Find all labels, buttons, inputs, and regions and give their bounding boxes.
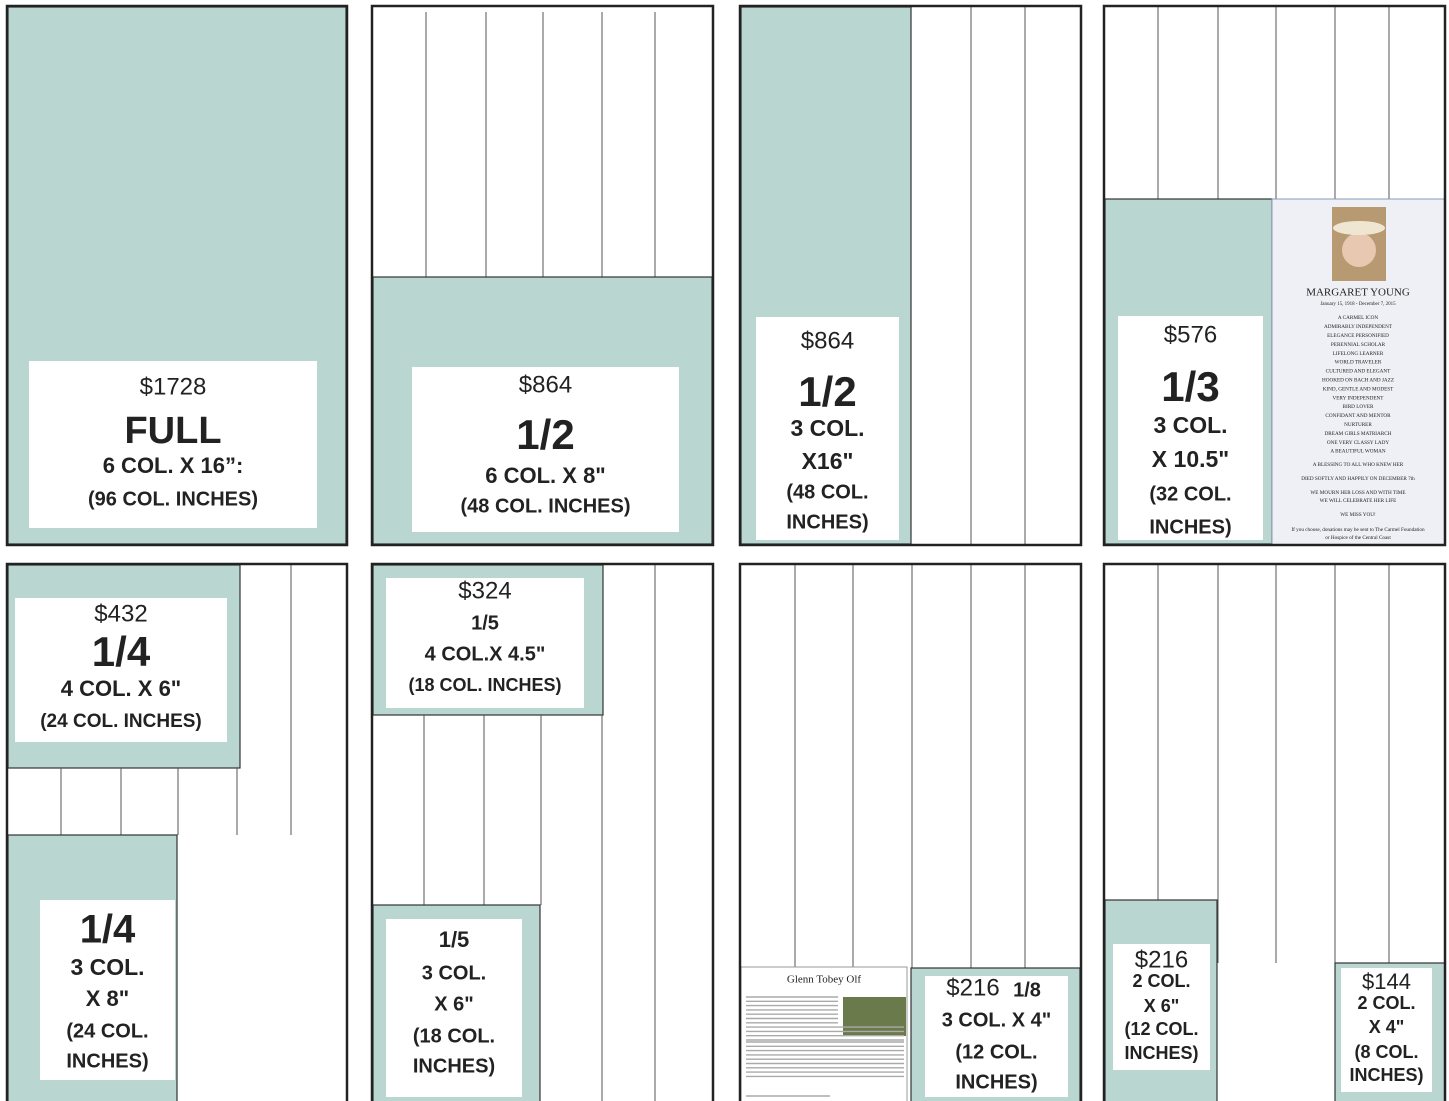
price-label: $864 bbox=[519, 371, 572, 398]
obituary-tribute: CULTURED AND ELEGANT bbox=[1326, 369, 1391, 375]
size-label: 4 COL. X 6" bbox=[61, 676, 181, 701]
size-label: X 10.5" bbox=[1152, 446, 1229, 472]
obituary-tribute: LIFELONG LEARNER bbox=[1333, 351, 1384, 357]
obituary-tribute: A BEAUTIFUL WOMAN bbox=[1330, 449, 1386, 455]
size-label: (32 COL. bbox=[1149, 483, 1231, 505]
size-label: 1/4 bbox=[92, 628, 151, 675]
size-label: (48 COL. bbox=[786, 481, 868, 503]
size-label: X 4" bbox=[1369, 1017, 1405, 1037]
size-label: (12 COL. bbox=[1124, 1019, 1198, 1039]
size-label: INCHES) bbox=[413, 1055, 495, 1077]
obituary-closing: If you choose, donations may be sent to … bbox=[1291, 526, 1425, 533]
size-label: INCHES) bbox=[1149, 516, 1231, 538]
obituary-dates: January 15, 1918 - December 7, 2015 bbox=[1320, 302, 1396, 307]
obituary-tribute: CONFIDANT AND MENTOR bbox=[1325, 413, 1391, 419]
obituary-tribute: ADMIRABLY INDEPENDENT bbox=[1324, 324, 1393, 330]
size-label: 3 COL. bbox=[422, 962, 486, 984]
obituary-photo-hat bbox=[1333, 221, 1385, 235]
size-label: INCHES) bbox=[1124, 1043, 1198, 1063]
size-label: 1/3 bbox=[1161, 363, 1219, 410]
obituary-closing: WE WILL CELEBRATE HER LIFE bbox=[1320, 498, 1397, 504]
size-label: (12 COL. bbox=[955, 1041, 1037, 1063]
price-label: $216 bbox=[946, 974, 999, 1001]
obituary-name: MARGARET YOUNG bbox=[1306, 287, 1410, 299]
obituary-photo-face bbox=[1342, 233, 1376, 267]
size-label: (18 COL. INCHES) bbox=[408, 675, 561, 695]
price-label: $432 bbox=[94, 600, 147, 627]
size-label: 1/5 bbox=[439, 927, 470, 952]
size-label: (8 COL. bbox=[1354, 1042, 1418, 1062]
size-label: INCHES) bbox=[66, 1050, 148, 1072]
ad-size-sheet: MARGARET YOUNG January 15, 1918 - Decembe… bbox=[0, 0, 1449, 1101]
obituary-tribute: KIND, GENTLE AND MODEST bbox=[1323, 386, 1394, 392]
size-label: 6 COL. X 8" bbox=[485, 463, 605, 488]
obituary-tribute: ELEGANCE PERSONIFIED bbox=[1327, 333, 1389, 339]
obituary-closing: WE MISS YOU! bbox=[1340, 512, 1376, 518]
price-label: $216 bbox=[1135, 946, 1188, 973]
size-label: X 6" bbox=[1144, 996, 1180, 1016]
obituary-tribute: BIRD LOVER bbox=[1343, 404, 1375, 410]
size-label: INCHES) bbox=[1349, 1065, 1423, 1085]
size-label: 2 COL. bbox=[1357, 993, 1415, 1013]
obituary-tribute: VERY INDEPENDENT bbox=[1333, 395, 1385, 401]
price-label: $576 bbox=[1164, 321, 1217, 348]
obituary-tribute: WORLD TRAVELER bbox=[1335, 360, 1382, 366]
size-label: 3 COL. bbox=[70, 954, 144, 980]
obituary-tribute: PERENNIAL SCHOLAR bbox=[1331, 342, 1386, 348]
obituary-closing: DIED SOFTLY AND HAPPILY ON DECEMBER 7th bbox=[1301, 476, 1415, 482]
price-label: $864 bbox=[801, 327, 854, 354]
obituary-closing: WE MOURN HER LOSS AND WITH TIME bbox=[1310, 490, 1405, 496]
obituary-tribute: A CARMEL ICON bbox=[1338, 315, 1378, 321]
size-label: 1/8 bbox=[1013, 979, 1041, 1001]
size-label: 3 COL. X 4" bbox=[942, 1009, 1052, 1031]
size-label: (24 COL. bbox=[66, 1020, 148, 1042]
size-label: 6 COL. X 16”: bbox=[103, 453, 244, 478]
size-label: FULL bbox=[124, 410, 221, 452]
page: {"panels": [ {"boxes": [{"lines": ["$172… bbox=[0, 0, 1449, 1101]
obituary-tribute: ONE VERY CLASSY LADY bbox=[1327, 440, 1389, 446]
size-label: INCHES) bbox=[955, 1071, 1037, 1093]
size-label: 3 COL. bbox=[790, 415, 864, 441]
size-label: (18 COL. bbox=[413, 1025, 495, 1047]
size-label: X 8" bbox=[86, 986, 129, 1011]
price-label: $144 bbox=[1362, 969, 1411, 994]
obituary-tribute: NURTURER bbox=[1344, 422, 1372, 428]
size-label: INCHES) bbox=[786, 511, 868, 533]
size-label: 1/2 bbox=[798, 368, 856, 415]
price-label: $324 bbox=[458, 577, 511, 604]
obituary-tribute: DREAM GIRLS MATRIARCH bbox=[1325, 431, 1392, 437]
price-label: $1728 bbox=[140, 373, 207, 400]
obituary-tribute: HOOKED ON BACH AND JAZZ bbox=[1322, 377, 1394, 383]
size-label: 2 COL. bbox=[1132, 971, 1190, 991]
size-label: X 6" bbox=[434, 993, 474, 1015]
obituary-photo bbox=[843, 997, 906, 1036]
size-label: (24 COL. INCHES) bbox=[40, 711, 202, 732]
size-label: X16" bbox=[802, 448, 854, 474]
size-label: 1/4 bbox=[80, 908, 136, 952]
obituary-closing: A BLESSING TO ALL WHO KNEW HER bbox=[1313, 462, 1404, 468]
size-label: 3 COL. bbox=[1153, 412, 1227, 438]
size-label: 1/2 bbox=[516, 411, 574, 458]
obituary-name: Glenn Tobey Olf bbox=[787, 974, 862, 986]
size-label: 1/5 bbox=[471, 612, 499, 634]
size-label: (96 COL. INCHES) bbox=[88, 488, 258, 510]
size-label: 4 COL.X 4.5" bbox=[425, 643, 546, 665]
size-label: (48 COL. INCHES) bbox=[460, 495, 630, 517]
obituary-closing: or Hospice of the Central Coast bbox=[1325, 534, 1391, 541]
